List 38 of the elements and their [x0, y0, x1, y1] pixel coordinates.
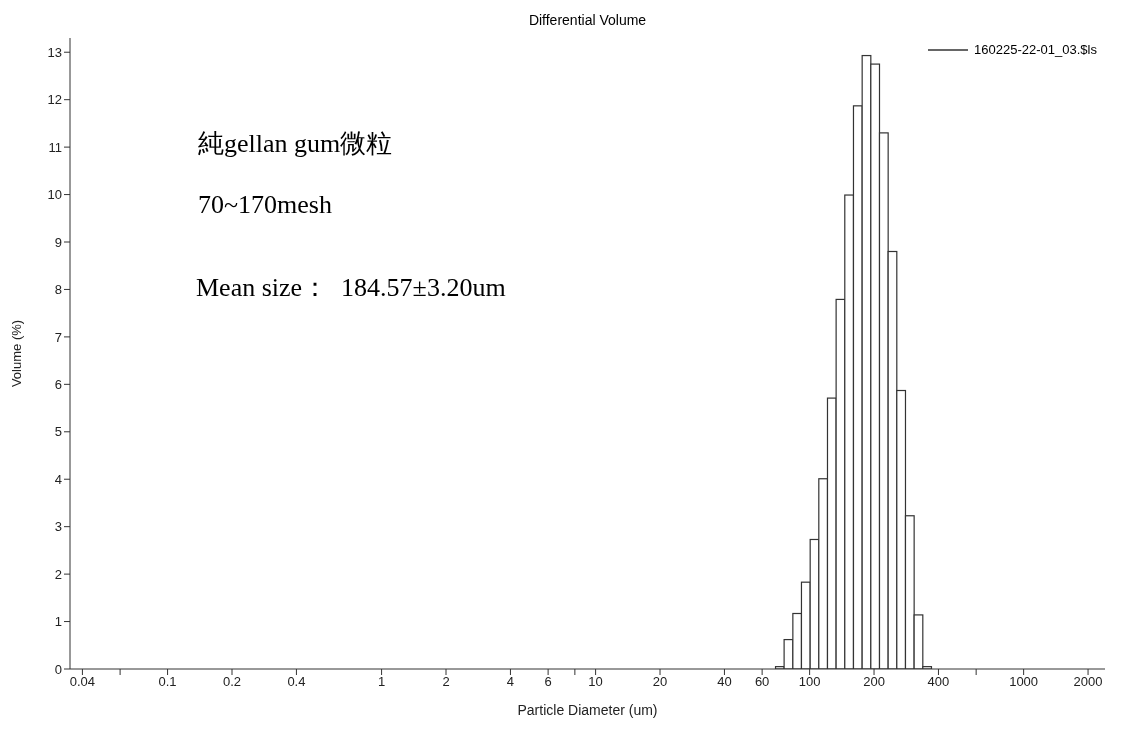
x-tick-label: 0.04: [69, 674, 96, 690]
y-tick-label: 0: [54, 661, 62, 677]
x-tick-label: 200: [863, 674, 885, 690]
x-tick-label: 0.4: [287, 674, 306, 690]
x-tick-label: 2000: [1073, 674, 1103, 690]
y-tick-label: 11: [48, 139, 62, 155]
y-tick-label: 8: [54, 282, 62, 298]
x-tick-label: 1000: [1009, 674, 1039, 690]
y-tick-label: 5: [54, 424, 62, 440]
x-tick-label: 400: [927, 674, 950, 690]
x-tick-label: 10: [588, 674, 603, 690]
y-tick-label: 7: [54, 329, 62, 345]
x-tick-label: 1: [377, 674, 386, 690]
x-tick-label: 0.2: [222, 674, 242, 690]
y-tick-label: 12: [47, 92, 62, 108]
x-tick-label: 100: [798, 674, 821, 690]
x-tick-label: 60: [754, 674, 770, 690]
x-axis-title: Particle Diameter (um): [517, 702, 658, 718]
y-axis-title: Volume (%): [8, 319, 24, 388]
y-tick-label: 9: [54, 234, 62, 250]
y-tick-label: 13: [47, 44, 62, 60]
y-tick-label: 4: [54, 471, 62, 487]
chart-title: Differential Volume: [527, 12, 648, 28]
y-tick-label: 1: [54, 614, 62, 630]
annotation: 70~170mesh: [198, 190, 332, 220]
x-tick-label: 4: [506, 674, 515, 690]
x-tick-label: 2: [442, 674, 450, 690]
y-tick-label: 3: [54, 519, 62, 535]
y-tick-label: 6: [54, 376, 62, 392]
y-tick-label: 2: [54, 566, 62, 582]
y-tick-label: 10: [47, 187, 62, 203]
x-tick-label: 20: [652, 674, 668, 690]
x-tick-label: 6: [544, 674, 552, 690]
annotation: Mean size： 184.57±3.20um: [196, 272, 506, 304]
x-tick-label: 40: [717, 674, 732, 690]
annotation: 純gellan gum微粒: [198, 128, 393, 160]
x-tick-label: 0.1: [158, 674, 177, 690]
legend-label: 160225-22-01_03.$ls: [974, 42, 1097, 57]
